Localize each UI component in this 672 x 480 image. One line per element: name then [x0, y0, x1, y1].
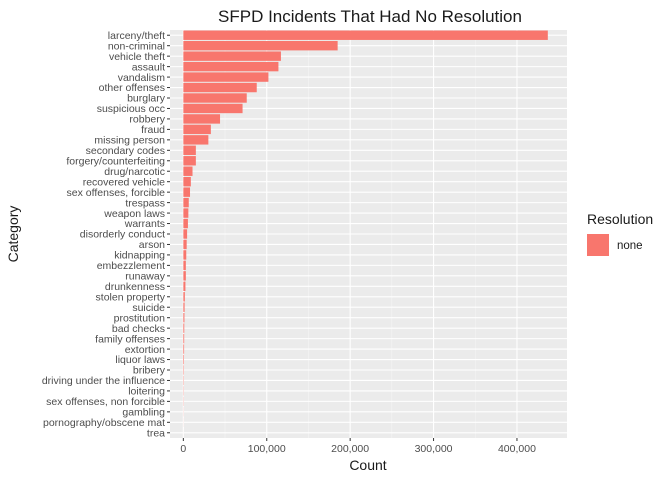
- y-tick-label: other offenses: [99, 82, 165, 94]
- bar: [183, 208, 189, 218]
- bar: [183, 103, 243, 114]
- y-tick-label: liquor laws: [115, 354, 165, 366]
- y-tick-label: vehicle theft: [109, 51, 165, 63]
- bar: [183, 124, 211, 135]
- bar: [183, 281, 186, 292]
- y-tick-label: drunkenness: [105, 281, 165, 293]
- bar: [183, 239, 187, 250]
- bar: [183, 51, 281, 61]
- legend: Resolution none: [587, 211, 653, 256]
- bar: [183, 135, 209, 145]
- bar: [183, 30, 548, 40]
- y-tick-label: burglary: [127, 93, 166, 105]
- y-tick-label: embezzlement: [97, 260, 165, 272]
- bar: [183, 72, 269, 82]
- y-tick-label: larceny/theft: [108, 30, 165, 42]
- bar: [183, 354, 184, 365]
- bar: [183, 93, 247, 103]
- y-tick-label: trea: [147, 427, 165, 439]
- bar: [183, 302, 185, 312]
- y-tick-label: driving under the influence: [42, 375, 165, 387]
- bar: [183, 312, 185, 323]
- y-tick-label: gambling: [122, 407, 165, 419]
- y-tick-label: assault: [132, 61, 165, 73]
- y-tick-label: bribery: [133, 365, 166, 377]
- y-tick-label: runaway: [125, 271, 165, 283]
- bar: [183, 145, 196, 156]
- y-tick-label: drug/narcotic: [104, 166, 165, 178]
- bar: [183, 292, 185, 302]
- legend-label-none: none: [617, 240, 643, 252]
- bar: [183, 323, 185, 333]
- legend-title: Resolution: [587, 211, 653, 227]
- bar: [183, 229, 188, 239]
- x-tick-labels: 0 100,000 200,000 300,000 400,000: [180, 443, 536, 455]
- x-ticks: [182, 438, 518, 441]
- y-tick-label: prostitution: [114, 312, 166, 324]
- legend-key-none: [587, 234, 609, 256]
- y-tick-label: recovered vehicle: [83, 176, 165, 188]
- x-tick-label: 0: [180, 443, 186, 455]
- y-tick-label: vandalism: [118, 72, 166, 84]
- bar: [183, 197, 189, 208]
- y-tick-label: sex offenses, forcible: [67, 187, 166, 199]
- y-tick-label: sex offenses, non forcible: [46, 396, 165, 408]
- x-tick-label: 100,000: [248, 443, 286, 455]
- y-tick-label: fraud: [141, 124, 165, 136]
- bar: [183, 61, 279, 72]
- y-tick-label: weapon laws: [103, 208, 165, 220]
- y-axis-title: Category: [5, 206, 21, 263]
- y-tick-label: extortion: [125, 344, 165, 356]
- y-tick-label: arson: [139, 239, 165, 251]
- y-tick-label: missing person: [94, 135, 165, 147]
- bars: [183, 30, 548, 438]
- y-tick-label: disorderly conduct: [80, 229, 165, 241]
- y-ticks: [167, 34, 170, 434]
- y-tick-label: robbery: [129, 114, 165, 126]
- y-tick-label: forgery/counterfeiting: [66, 155, 165, 167]
- x-tick-label: 400,000: [498, 443, 536, 455]
- y-tick-label: kidnapping: [114, 250, 165, 262]
- bar: [183, 156, 196, 166]
- y-tick-label: non-criminal: [108, 40, 165, 52]
- y-tick-label: family offenses: [95, 333, 165, 345]
- bar: [183, 260, 186, 271]
- bar: [183, 40, 338, 51]
- x-tick-label: 300,000: [415, 443, 453, 455]
- y-tick-label: secondary codes: [86, 145, 165, 157]
- chart-title: SFPD Incidents That Had No Resolution: [218, 7, 522, 26]
- y-tick-label: trespass: [125, 197, 165, 209]
- bar: [183, 166, 193, 176]
- y-tick-label: loitering: [128, 386, 165, 398]
- bar: [183, 271, 186, 281]
- y-tick-label: bad checks: [112, 323, 165, 335]
- bar: [183, 333, 185, 344]
- y-tick-label: suicide: [132, 302, 165, 314]
- y-tick-label: suspicious occ: [97, 103, 165, 115]
- bar: [183, 344, 185, 354]
- y-tick-label: stolen property: [96, 291, 166, 303]
- bar: [183, 218, 188, 229]
- bar: [183, 187, 191, 197]
- y-tick-label: pornography/obscene mat: [43, 417, 165, 429]
- y-tick-label: warrants: [124, 218, 165, 230]
- bar: [183, 250, 187, 260]
- x-axis-title: Count: [349, 457, 386, 473]
- bar: [183, 176, 191, 187]
- bar: [183, 82, 257, 93]
- bar: [183, 114, 221, 124]
- x-tick-label: 200,000: [331, 443, 369, 455]
